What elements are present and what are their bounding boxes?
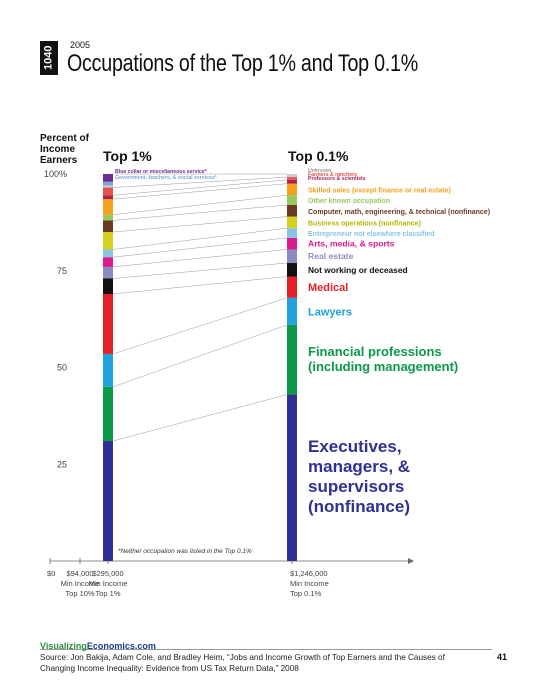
y-tick-label: 50 <box>57 363 67 373</box>
x-tick-label: Top 10% <box>65 589 95 598</box>
connector-line <box>112 276 288 295</box>
bar-segment <box>103 220 113 233</box>
page-title: Occupations of the Top 1% and Top 0.1% <box>67 50 418 77</box>
x-tick-label: Top 1% <box>95 589 120 598</box>
x-tick-label: $295,000 <box>92 569 123 578</box>
bar-segment <box>103 232 113 250</box>
legend-label: Medical <box>308 282 348 294</box>
bar-segment <box>287 177 297 180</box>
bar-segment <box>103 174 113 182</box>
brand-logo-text: VisualizingEconomics.com <box>40 641 156 651</box>
brand-part-2: Economics.com <box>86 641 156 651</box>
legend-label: Skilled sales (except finance or real es… <box>308 187 451 194</box>
legend-label: Unknown <box>308 168 331 174</box>
legend-label-line: Financial professions <box>308 344 442 359</box>
column-header-top-01: Top 0.1% <box>288 148 349 164</box>
page-number: 41 <box>497 652 508 662</box>
legend-label: Professors & scientists <box>308 176 366 182</box>
bar-segment <box>103 278 113 294</box>
bar-segment <box>103 257 113 267</box>
connector-line <box>112 183 288 200</box>
bar-segment <box>287 174 297 178</box>
connector-line <box>112 179 288 196</box>
bar-segment <box>103 441 113 561</box>
legend-label: Arts, media, & sports <box>308 239 395 249</box>
bar-segment <box>287 179 297 184</box>
connector-line <box>112 204 288 221</box>
legend-label-line: managers, & <box>308 457 410 476</box>
bar-segment <box>287 216 297 229</box>
x-axis-arrow-icon <box>408 558 414 564</box>
x-tick-label: $94,000 <box>66 569 93 578</box>
legend-label: Computer, math, engineering, & technical… <box>308 209 490 216</box>
legend-label-line: (nonfinance) <box>308 497 410 516</box>
column-header-top-1: Top 1% <box>103 148 152 164</box>
bar-segment <box>103 199 113 215</box>
source-citation: Source: Jon Bakija, Adam Cole, and Bradl… <box>40 653 445 673</box>
bar-segment <box>103 266 113 279</box>
connector-line <box>112 324 288 388</box>
bar-segment <box>103 353 113 387</box>
bar-segment <box>103 293 113 354</box>
bar-segment <box>287 276 297 298</box>
legend-label: Other known occupation <box>308 198 390 205</box>
bar-segment <box>287 237 297 250</box>
legend-label: Farmers & ranchers <box>308 172 357 178</box>
bar-segment <box>103 214 113 221</box>
legend-label-line: Executives, <box>308 437 402 456</box>
bar-segment <box>103 195 113 200</box>
bar-segment <box>103 249 113 258</box>
bar-segment <box>287 195 297 205</box>
x-tick-label: Min Income <box>89 579 128 588</box>
x-tick-label: $1,246,000 <box>290 569 328 578</box>
year-label: 2005 <box>70 40 91 50</box>
legend-label: Not working or deceased <box>308 265 408 275</box>
connector-line <box>112 237 288 258</box>
bar-segment <box>287 394 297 561</box>
legend-label: Lawyers <box>308 306 352 318</box>
connector-line <box>112 262 288 279</box>
legend-label: Entrepreneur not elsewhere classified <box>308 231 434 238</box>
bar-segment <box>103 185 113 188</box>
legend-label-line: (including management) <box>308 359 458 374</box>
bar-segment <box>103 187 113 196</box>
bar-segment <box>287 228 297 238</box>
connector-line <box>112 249 288 268</box>
y-tick-label: 25 <box>57 459 67 469</box>
bar-segment <box>287 297 297 325</box>
bar-segment <box>287 183 297 196</box>
footnote: *Neither occupation was listed in the To… <box>118 548 252 555</box>
connector-line <box>112 297 288 355</box>
x-tick-label: $0 <box>47 569 55 578</box>
legend-label: Real estate <box>308 251 354 261</box>
brand-part-1: Visualizing <box>40 641 87 651</box>
connector-line <box>112 195 288 215</box>
legend-label-line: supervisors <box>308 477 404 496</box>
y-axis-label: Percent of Income Earners <box>40 133 89 166</box>
x-tick-label: Min Income <box>290 579 329 588</box>
legend-label: Business operations (nonfinance) <box>308 220 421 227</box>
bar-segment <box>287 324 297 395</box>
legend-label: Blue collar or miscellaneous service* <box>115 169 208 175</box>
y-tick-label: 100% <box>44 169 67 179</box>
connector-line <box>112 227 288 250</box>
bar-segment <box>287 249 297 264</box>
connector-line <box>112 394 288 442</box>
footer-divider <box>40 649 492 650</box>
bar-segment <box>103 386 113 442</box>
bar-segment <box>103 181 113 186</box>
connector-line <box>112 216 288 233</box>
legend-label: Government, teachers, & social services* <box>115 175 218 181</box>
x-tick-label: Min Income <box>61 579 100 588</box>
y-tick-label: 75 <box>57 266 67 276</box>
connector-line <box>112 176 288 188</box>
bar-segment <box>287 204 297 217</box>
bar-segment <box>287 263 297 277</box>
x-tick-label: Top 0.1% <box>290 589 322 598</box>
